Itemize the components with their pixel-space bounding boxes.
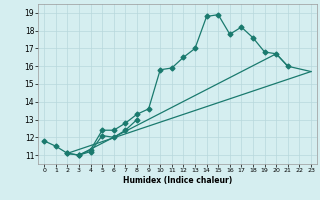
X-axis label: Humidex (Indice chaleur): Humidex (Indice chaleur) bbox=[123, 176, 232, 185]
